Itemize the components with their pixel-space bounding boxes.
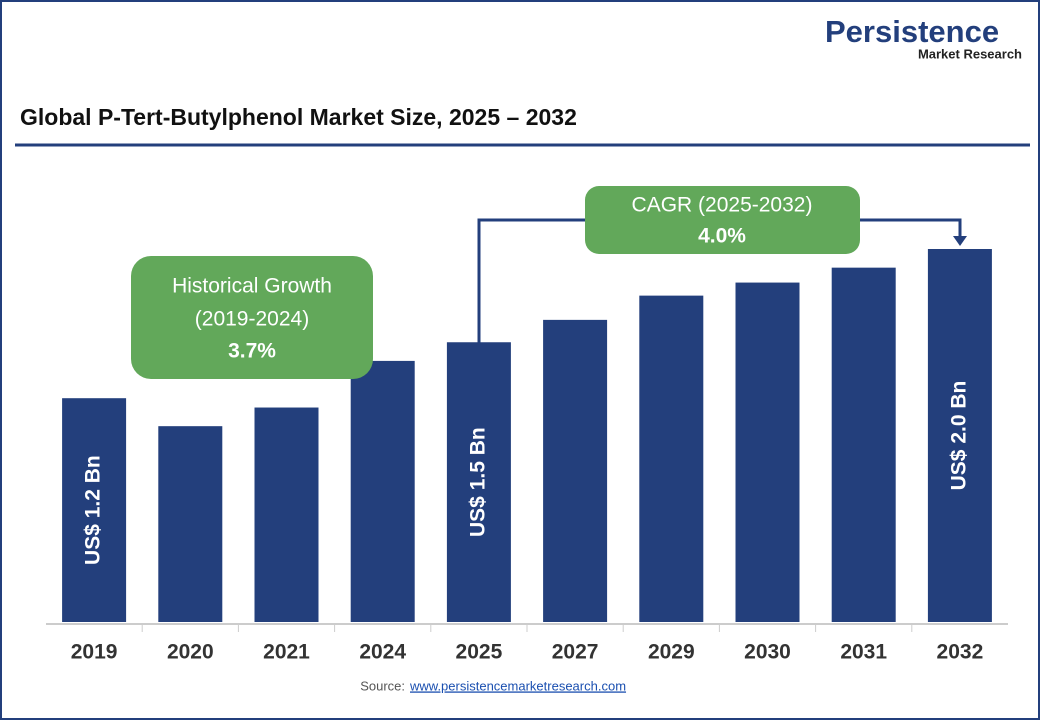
bar [831,267,896,622]
historical-value: 3.7% [228,340,276,363]
x-tick-label: 2030 [744,641,791,664]
cagr-box [585,186,860,254]
chart-title: Global P-Tert-Butylphenol Market Size, 2… [20,104,577,130]
cagr-title: CAGR (2025-2032) [632,194,813,217]
bar [254,407,319,622]
bar [543,319,608,622]
x-tick-label: 2031 [840,641,887,664]
bar [639,295,704,622]
bar [735,282,800,622]
historical-box [131,256,373,379]
cagr-arrow [953,236,967,246]
x-tick-label: 2025 [456,641,503,664]
historical-title: Historical Growth [172,275,332,298]
bar [446,342,511,622]
source-label: Source: [360,678,405,693]
historical-period: (2019-2024) [195,308,309,331]
x-tick-label: 2021 [263,641,310,664]
x-tick-label: 2027 [552,641,599,664]
bar [927,249,992,622]
logo-tagline: Market Research [918,46,1022,61]
x-tick-label: 2024 [359,641,406,664]
value-label: US$ 1.5 Bn [466,427,489,537]
x-tick-label: 2019 [71,641,118,664]
bar [158,426,223,622]
bar [350,360,415,622]
value-label: US$ 2.0 Bn [947,381,970,491]
cagr-value: 4.0% [698,225,746,248]
x-tick-label: 2032 [937,641,984,664]
source-url[interactable]: www.persistencemarketresearch.com [409,678,626,693]
value-label: US$ 1.2 Bn [82,455,105,565]
x-tick-label: 2029 [648,641,695,664]
logo-name: Persistence [825,14,999,49]
x-tick-label: 2020 [167,641,214,664]
bar [62,398,127,622]
